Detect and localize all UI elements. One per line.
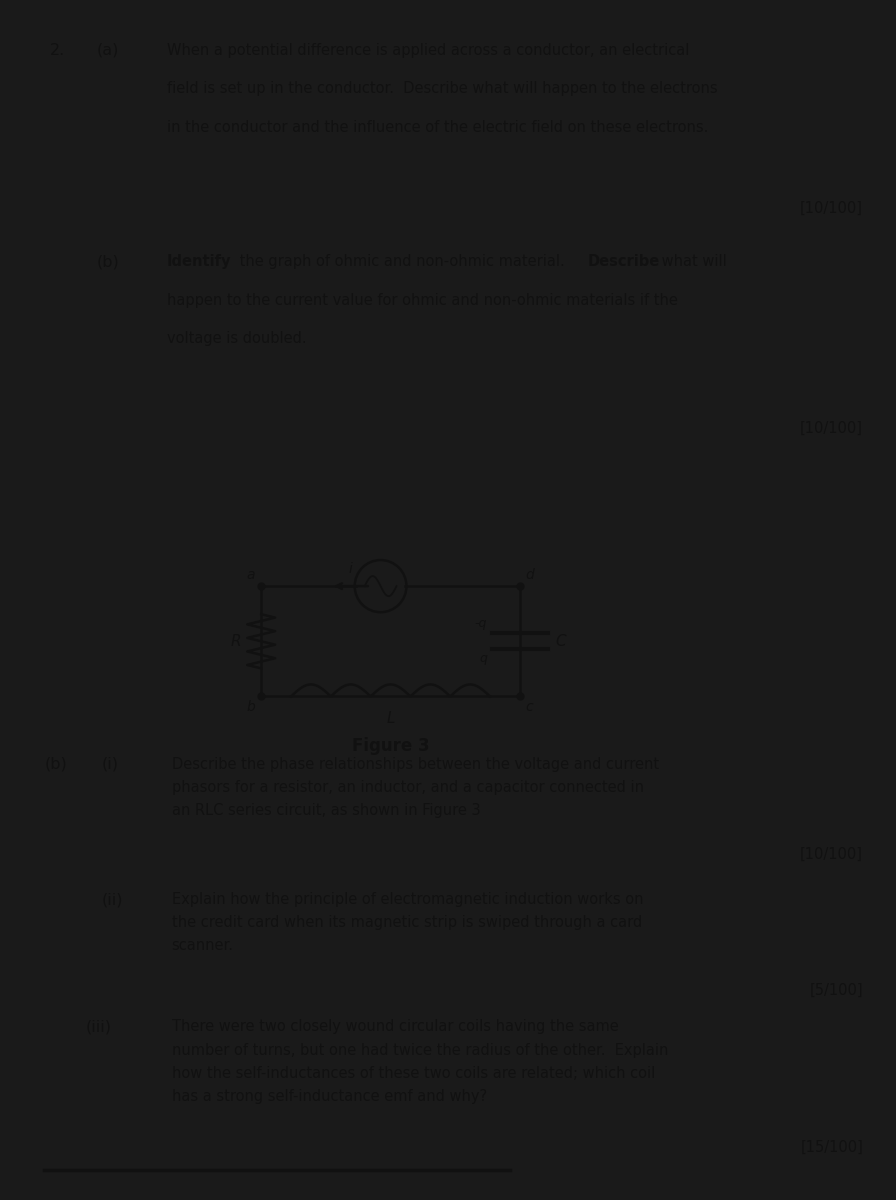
Text: the credit card when its magnetic strip is swiped through a card: the credit card when its magnetic strip …: [172, 916, 642, 930]
Text: a: a: [246, 568, 255, 582]
Text: [5/100]: [5/100]: [809, 983, 863, 997]
Text: [15/100]: [15/100]: [800, 1140, 863, 1154]
Text: 2.: 2.: [50, 43, 65, 58]
Text: (iii): (iii): [86, 1020, 112, 1034]
Text: [10/100]: [10/100]: [800, 847, 863, 862]
Text: Explain how the principle of electromagnetic induction works on: Explain how the principle of electromagn…: [172, 892, 643, 907]
Text: field is set up in the conductor.  Describe what will happen to the electrons: field is set up in the conductor. Descri…: [167, 82, 718, 96]
Text: Describe the phase relationships between the voltage and current: Describe the phase relationships between…: [172, 757, 659, 772]
Text: (b): (b): [44, 757, 67, 772]
Text: When a potential difference is applied across a conductor, an electrical: When a potential difference is applied a…: [167, 43, 689, 58]
Text: phasors for a resistor, an inductor, and a capacitor connected in: phasors for a resistor, an inductor, and…: [172, 780, 643, 794]
Text: There were two closely wound circular coils having the same: There were two closely wound circular co…: [172, 1020, 618, 1034]
Text: (b): (b): [97, 254, 120, 269]
Text: L: L: [386, 710, 395, 726]
Text: [10/100]: [10/100]: [800, 421, 863, 436]
Text: the graph of ohmic and non-ohmic material.: the graph of ohmic and non-ohmic materia…: [236, 254, 574, 269]
Text: b: b: [246, 701, 255, 714]
Text: (ii): (ii): [102, 892, 124, 907]
Text: in the conductor and the influence of the electric field on these electrons.: in the conductor and the influence of th…: [167, 120, 708, 134]
Text: q: q: [479, 653, 487, 665]
Text: d: d: [526, 568, 535, 582]
Text: what will: what will: [657, 254, 727, 269]
Text: (a): (a): [97, 43, 119, 58]
Text: C: C: [556, 634, 566, 649]
Text: R: R: [230, 634, 241, 649]
Text: an RLC series circuit, as shown in Figure 3: an RLC series circuit, as shown in Figur…: [172, 803, 480, 818]
Text: c: c: [526, 701, 533, 714]
Text: i: i: [349, 562, 353, 576]
Text: Figure 3: Figure 3: [352, 737, 429, 755]
Text: [10/100]: [10/100]: [800, 202, 863, 216]
Text: (i): (i): [102, 757, 119, 772]
Text: scanner.: scanner.: [172, 938, 234, 953]
Text: voltage is doubled.: voltage is doubled.: [167, 331, 306, 346]
Text: -q: -q: [475, 617, 487, 630]
Text: happen to the current value for ohmic and non-ohmic materials if the: happen to the current value for ohmic an…: [167, 293, 677, 307]
Text: how the self-inductances of these two coils are related; which coil: how the self-inductances of these two co…: [172, 1066, 655, 1081]
Text: Describe: Describe: [588, 254, 659, 269]
Text: has a strong self-inductance emf and why?: has a strong self-inductance emf and why…: [172, 1088, 487, 1104]
Text: number of turns, but one had twice the radius of the other.  Explain: number of turns, but one had twice the r…: [172, 1043, 668, 1057]
Text: Identify: Identify: [167, 254, 231, 269]
